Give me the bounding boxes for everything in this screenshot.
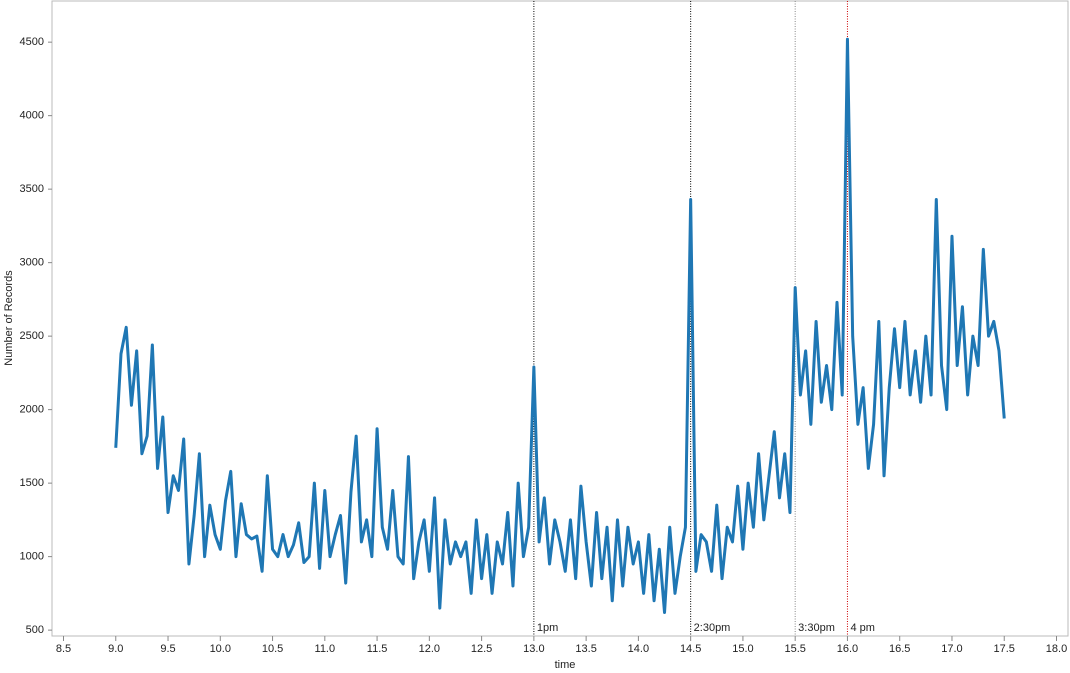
data-line	[114, 37, 1006, 614]
x-tick-label: 12.5	[471, 643, 492, 655]
x-tick-label: 11.5	[367, 643, 388, 655]
x-tick-label: 16.5	[889, 643, 910, 655]
y-axis-label: Number of Records	[3, 270, 15, 366]
x-tick-label: 13.0	[523, 643, 544, 655]
x-tick-label: 14.5	[680, 643, 701, 655]
x-tick-label: 10.5	[262, 643, 283, 655]
x-tick-label: 9.5	[160, 643, 175, 655]
annotation-label: 4 pm	[850, 622, 874, 634]
y-tick-label: 500	[26, 624, 44, 636]
y-tick-label: 3500	[20, 183, 44, 195]
x-tick-label: 14.0	[628, 643, 649, 655]
x-tick-label: 17.5	[994, 643, 1015, 655]
x-tick-label: 8.5	[56, 643, 71, 655]
y-tick-label: 1000	[20, 551, 44, 563]
x-tick-label: 10.0	[210, 643, 231, 655]
annotation-label: 3:30pm	[798, 622, 835, 634]
plot-frame	[51, 0, 1069, 637]
x-tick-label: 9.0	[108, 643, 123, 655]
y-tick-label: 1500	[20, 477, 44, 489]
x-tick-label: 15.5	[784, 643, 805, 655]
x-tick-label: 18.0	[1046, 643, 1067, 655]
x-tick-label: 11.0	[315, 643, 336, 655]
x-tick-label: 17.0	[941, 643, 962, 655]
x-axis-label: time	[555, 659, 576, 671]
x-tick-label: 16.0	[837, 643, 858, 655]
x-tick-label: 15.0	[732, 643, 753, 655]
y-tick-label: 2500	[20, 330, 44, 342]
y-tick-label: 4500	[20, 36, 44, 48]
x-tick-label: 12.0	[419, 643, 440, 655]
annotation-label: 1pm	[537, 622, 558, 634]
y-tick-label: 3000	[20, 257, 44, 269]
annotation-label: 2:30pm	[694, 622, 731, 634]
x-tick-label: 13.5	[575, 643, 596, 655]
y-tick-label: 4000	[20, 110, 44, 122]
y-tick-label: 2000	[20, 404, 44, 416]
